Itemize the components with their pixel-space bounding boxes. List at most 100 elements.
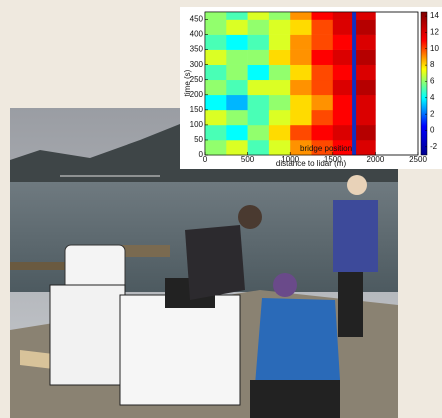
heatmap-cell (226, 34, 248, 50)
heatmap-cell (205, 19, 227, 35)
x-tick-label: 2500 (409, 155, 427, 164)
dock (10, 262, 70, 270)
heatmap-cell (226, 124, 248, 141)
heatmap-cell (290, 49, 312, 65)
heatmap-cell (268, 124, 291, 141)
heatmap-cell (226, 94, 248, 111)
colorbar-tick-label: 10 (430, 44, 439, 53)
heatmap-cell (354, 139, 376, 156)
heatmap-cell (247, 34, 270, 50)
equipment-box (119, 294, 241, 406)
heatmap-cell (268, 19, 291, 35)
person (255, 298, 340, 385)
y-tick-label: 400 (190, 30, 204, 39)
heatmap-cell (226, 64, 248, 81)
annotation: bridge position (300, 144, 352, 153)
heatmap-cell (332, 49, 355, 65)
x-tick-label: 1000 (281, 155, 299, 164)
person-head (347, 175, 367, 195)
heatmap-cell (290, 19, 312, 35)
heatmap-cell (226, 12, 248, 20)
person (185, 225, 245, 300)
heatmap-cell (354, 124, 376, 141)
x-tick-label: 1500 (324, 155, 342, 164)
heatmap-cell (290, 109, 312, 126)
heatmap-cell (311, 109, 334, 126)
heatmap-cell (332, 139, 355, 156)
heatmap-cell (311, 19, 334, 35)
heatmap-cell (311, 64, 334, 81)
x-tick-label: 0 (203, 155, 208, 164)
heatmap-cell (332, 109, 355, 126)
person (250, 380, 340, 418)
heatmap-cell (247, 124, 270, 141)
heatmap-cell (354, 34, 376, 50)
x-tick-label: 2000 (367, 155, 385, 164)
heatmap-cell (268, 12, 291, 20)
plot-frame (204, 11, 419, 156)
y-tick-label: 450 (190, 15, 204, 24)
x-tick-label: 500 (241, 155, 255, 164)
heatmap-cell (247, 12, 270, 20)
heatmap-cell (311, 94, 334, 111)
person (333, 200, 378, 272)
heatmap-cell (205, 64, 227, 81)
y-tick-label: 100 (190, 120, 204, 129)
equipment-box (49, 284, 126, 386)
heatmap-cell (354, 49, 376, 65)
heatmap-cell (247, 19, 270, 35)
heatmap-cell (205, 124, 227, 141)
person-head (238, 205, 262, 229)
heatmap-cell (354, 19, 376, 35)
colorbar-tick-label: 8 (430, 60, 435, 69)
heatmap-cell (268, 94, 291, 111)
heatmap-cell (226, 49, 248, 65)
heatmap-cell (205, 109, 227, 126)
heatmap-cell (311, 124, 334, 141)
y-tick-label: 0 (199, 150, 204, 159)
heatmap-cell (354, 12, 376, 20)
heatmap-cell (205, 12, 227, 20)
y-tick-label: 250 (190, 75, 204, 84)
colorbar-tick-label: 12 (430, 28, 439, 37)
heatmap-cell (311, 49, 334, 65)
heatmap-cell (332, 64, 355, 81)
colorbar-tick-label: 2 (430, 109, 435, 118)
heatmap-cell (290, 79, 312, 96)
colorbar-tick-label: -2 (430, 142, 438, 151)
heatmap-cell (332, 94, 355, 111)
heatmap-cell (332, 34, 355, 50)
heatmap-cell (226, 139, 248, 156)
heatmap-cell (354, 94, 376, 111)
y-tick-label: 300 (190, 60, 204, 69)
heatmap-cell (247, 64, 270, 81)
heatmap-cell (290, 124, 312, 141)
colorbar (420, 11, 428, 156)
heatmap-cell (247, 79, 270, 96)
heatmap-cell (332, 124, 355, 141)
heatmap-cell (268, 139, 291, 156)
heatmap-cell (205, 34, 227, 50)
x-axis-label: distance to lidar (m) (276, 159, 347, 168)
heatmap-cell (205, 139, 227, 156)
heatmap-cell (354, 109, 376, 126)
heatmap-cell (332, 19, 355, 35)
heatmap-cell (226, 79, 248, 96)
y-axis-label: time (s) (183, 69, 192, 96)
colorbar-tick-label: 4 (430, 93, 435, 102)
heatmap-cell (290, 34, 312, 50)
person (338, 272, 363, 337)
y-tick-label: 200 (190, 90, 204, 99)
lidar-head (64, 244, 126, 291)
y-tick-label: 50 (194, 135, 203, 144)
heatmap-cell (332, 12, 355, 20)
person-head (273, 273, 297, 297)
heatmap-cell (268, 49, 291, 65)
heatmap-cell (268, 64, 291, 81)
heatmap-cell (290, 94, 312, 111)
heatmap-cell (354, 64, 376, 81)
heatmap-cell (205, 79, 227, 96)
heatmap-cell (332, 79, 355, 96)
